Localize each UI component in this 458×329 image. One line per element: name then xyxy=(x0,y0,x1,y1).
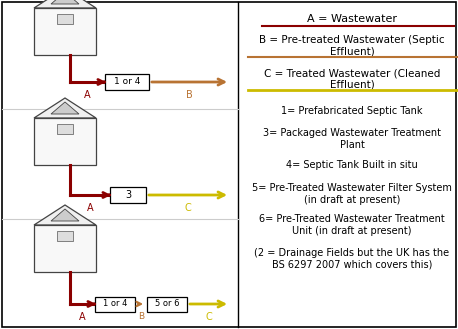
Text: 4= Septic Tank Built in situ: 4= Septic Tank Built in situ xyxy=(286,160,418,170)
Text: A: A xyxy=(79,312,86,322)
Text: A: A xyxy=(87,203,93,213)
Polygon shape xyxy=(34,0,96,8)
Text: (2 = Drainage Fields but the UK has the
BS 6297 2007 which covers this): (2 = Drainage Fields but the UK has the … xyxy=(255,248,450,269)
Text: C = Treated Wastewater (Cleaned
Effluent): C = Treated Wastewater (Cleaned Effluent… xyxy=(264,68,440,89)
Text: 6= Pre-Treated Wastewater Treatment
Unit (in draft at present): 6= Pre-Treated Wastewater Treatment Unit… xyxy=(259,214,445,236)
Text: C: C xyxy=(205,312,212,322)
Text: 5= Pre-Treated Wastewater Filter System
(in draft at present): 5= Pre-Treated Wastewater Filter System … xyxy=(252,183,452,205)
Text: C: C xyxy=(185,203,191,213)
Text: 1 or 4: 1 or 4 xyxy=(103,299,127,309)
Text: 5 or 6: 5 or 6 xyxy=(155,299,179,309)
Text: B = Pre-treated Wastewater (Septic
Effluent): B = Pre-treated Wastewater (Septic Efflu… xyxy=(259,35,445,57)
Bar xyxy=(95,296,135,312)
Polygon shape xyxy=(34,205,96,225)
Bar xyxy=(57,14,73,24)
Bar xyxy=(57,231,73,241)
Bar xyxy=(34,118,96,165)
Text: A: A xyxy=(84,90,91,100)
Bar xyxy=(34,225,96,272)
Text: 1 or 4: 1 or 4 xyxy=(114,78,140,87)
Polygon shape xyxy=(51,102,79,114)
Text: 3= Packaged Wastewater Treatment
Plant: 3= Packaged Wastewater Treatment Plant xyxy=(263,128,441,150)
Bar xyxy=(105,74,149,90)
Bar xyxy=(57,124,73,134)
Text: B: B xyxy=(186,90,193,100)
Polygon shape xyxy=(34,98,96,118)
Bar xyxy=(110,187,146,203)
Polygon shape xyxy=(51,0,79,4)
Bar xyxy=(147,296,187,312)
Text: 1= Prefabricated Septic Tank: 1= Prefabricated Septic Tank xyxy=(281,106,423,116)
Text: 3: 3 xyxy=(125,190,131,200)
Bar xyxy=(34,8,96,55)
Polygon shape xyxy=(51,209,79,221)
Text: A = Wastewater: A = Wastewater xyxy=(307,14,397,24)
Text: B: B xyxy=(138,312,144,321)
